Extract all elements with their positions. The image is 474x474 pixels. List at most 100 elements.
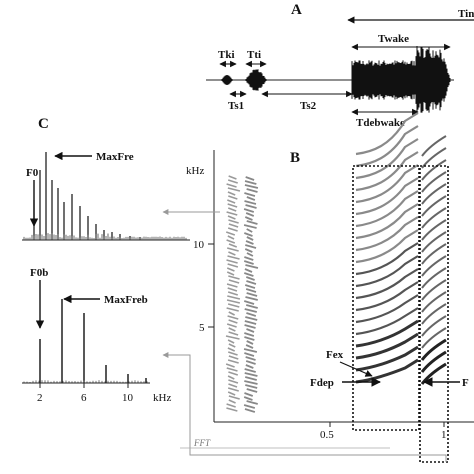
spectro-mark xyxy=(226,259,238,264)
spectro-mark xyxy=(226,403,236,408)
spectro-mark xyxy=(246,400,258,405)
harmonic-band xyxy=(355,307,419,336)
spectro-mark xyxy=(227,203,238,208)
spectro-mark xyxy=(227,375,235,380)
harmonic-band-end xyxy=(421,267,447,289)
spectro-mark xyxy=(244,392,254,397)
spectro-mark xyxy=(226,239,236,244)
tki-label: Tki xyxy=(218,49,235,61)
spectro-mark xyxy=(227,179,238,184)
c-xtick-2: 2 xyxy=(37,392,43,404)
harmonic-band-end xyxy=(421,291,447,313)
harmonic-band-end xyxy=(421,159,447,181)
spectro-mark xyxy=(246,228,253,233)
spectro-mark xyxy=(246,328,255,333)
spectro-mark xyxy=(226,367,238,372)
spectro-mark xyxy=(243,396,253,401)
spectro-mark xyxy=(227,207,237,212)
spectro-mark xyxy=(245,364,254,369)
spectro-mark xyxy=(225,363,235,368)
twake-label: Twake xyxy=(378,33,409,45)
harmonic-band xyxy=(355,138,419,180)
spectro-mark xyxy=(244,268,253,273)
maxfre-label: MaxFre xyxy=(96,151,134,163)
spectro-mark xyxy=(227,199,236,204)
spectro-mark xyxy=(244,324,256,329)
spectro-mark xyxy=(244,376,257,381)
f-right-label: F xyxy=(462,377,469,389)
harmonic-band-end xyxy=(421,327,447,349)
harmonic-band xyxy=(355,332,419,360)
spectro-mark xyxy=(226,283,238,288)
spectro-mark xyxy=(246,280,257,285)
spectro-mark xyxy=(243,348,258,353)
harmonic-band xyxy=(355,216,419,252)
selection-box-end xyxy=(419,165,449,463)
spectro-mark xyxy=(244,232,253,237)
spectro-mark xyxy=(243,300,255,305)
harmonic-band-end xyxy=(421,219,447,241)
spectro-mark xyxy=(226,299,241,304)
spectro-mark xyxy=(226,183,237,188)
spectro-mark xyxy=(228,327,236,332)
spectro-mark xyxy=(244,320,257,325)
spectro-mark xyxy=(246,340,254,345)
harmonic-band xyxy=(355,177,419,216)
spectro-mark xyxy=(245,244,257,249)
harmonic-band xyxy=(355,319,419,348)
panel-a-letter: A xyxy=(291,2,302,18)
spectro-mark xyxy=(227,287,238,292)
harmonic-band-end xyxy=(420,350,447,373)
ts1-label: Ts1 xyxy=(228,100,244,112)
spectro-mark xyxy=(246,292,258,297)
spectro-mark xyxy=(243,260,254,265)
spectro-mark xyxy=(226,407,238,412)
tin-label: Tin xyxy=(458,8,474,20)
spectro-mark xyxy=(246,388,258,393)
panel-b-letter: B xyxy=(290,150,300,166)
spectro-mark xyxy=(228,395,240,400)
spectro-mark xyxy=(227,387,239,392)
harmonic-band xyxy=(355,203,419,240)
spectro-mark xyxy=(228,243,238,248)
spectro-mark xyxy=(245,356,256,361)
spectro-mark xyxy=(244,284,256,289)
harmonic-band xyxy=(355,242,419,276)
spectro-mark xyxy=(227,191,236,196)
spectro-mark xyxy=(245,384,258,389)
harmonic-band-end xyxy=(421,135,447,157)
spectro-mark xyxy=(243,404,256,409)
panel-a: A Tin Tki Tti Twake Ts1 Ts2 Tdebwake xyxy=(206,2,474,129)
f0-label: F0 xyxy=(26,167,39,179)
spectro-mark xyxy=(244,408,256,413)
spectro-mark xyxy=(244,200,257,205)
spectro-mark xyxy=(245,288,257,293)
harmonic-band xyxy=(355,164,419,204)
spectro-mark xyxy=(245,296,258,301)
spectro-mark xyxy=(228,175,237,180)
spectrum-top xyxy=(22,152,190,241)
spectro-mark xyxy=(244,192,256,197)
harmonic-band-end xyxy=(421,279,447,301)
spectro-mark xyxy=(244,184,259,189)
spectro-mark xyxy=(228,351,238,356)
ytick-5: 5 xyxy=(199,322,205,334)
spectro-mark xyxy=(244,336,255,341)
spectro-mark xyxy=(246,236,254,241)
spectro-mark xyxy=(228,279,240,284)
c-xunit: kHz xyxy=(153,392,171,404)
harmonic-band-end xyxy=(421,255,447,277)
harmonic-band-end xyxy=(421,147,447,169)
panel-c: C MaxFre F0 F0b MaxFreb 2 6 10 kHz FFT xyxy=(22,116,447,462)
spectro-mark xyxy=(226,271,235,276)
spectro-mark xyxy=(227,315,239,320)
spectro-mark xyxy=(245,316,258,321)
spectro-mark xyxy=(228,311,235,316)
spectro-mark xyxy=(243,208,255,213)
fex-label: Fex xyxy=(326,349,344,361)
fdep-label: Fdep xyxy=(310,377,334,389)
spectro-mark xyxy=(227,391,236,396)
spectro-mark xyxy=(244,332,255,337)
xtick-1: 1 xyxy=(441,429,447,441)
spectrum-bottom xyxy=(23,299,148,383)
